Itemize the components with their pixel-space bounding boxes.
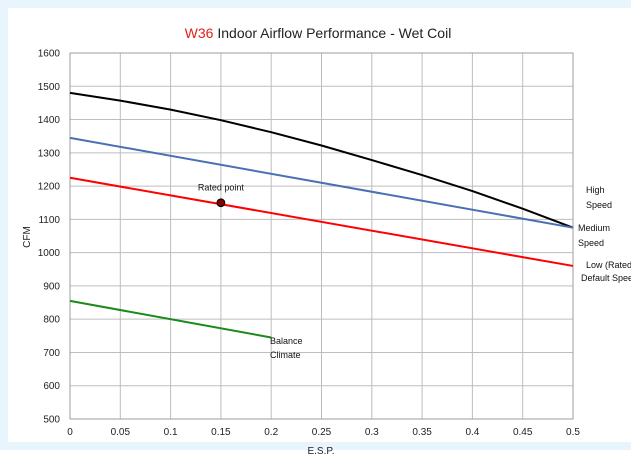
- chart-title-model: W36: [185, 25, 214, 41]
- x-tick-label: 0.2: [264, 427, 278, 438]
- x-tick-label: 0.5: [566, 427, 580, 438]
- y-tick-label: 1400: [38, 115, 61, 126]
- series-labels: High Speed Medium Speed Low (Rated) Default S…: [270, 185, 631, 360]
- series-label: Balance: [270, 336, 303, 346]
- series-line-high-speed: [69, 91, 574, 229]
- x-tick-label: 0.4: [465, 427, 479, 438]
- x-tick-labels: 0 0.05 0.1 0.15 0.2 0.25 0.3 0.35 0.4 0.45 0.5: [67, 427, 580, 438]
- y-axis-title: CFM: [22, 226, 33, 248]
- y-tick-label: 900: [43, 281, 60, 292]
- y-tick-label: 1300: [38, 148, 61, 159]
- series-label: Speed: [586, 200, 612, 210]
- series-label: Low (Rated): [586, 260, 631, 270]
- series-label: Climate: [270, 350, 301, 360]
- plot-area-border: [69, 52, 574, 420]
- series-line-low-rated-default-speed: [69, 176, 574, 267]
- series-line-medium-speed: [69, 136, 574, 229]
- series-label: Default Speed: [581, 273, 631, 283]
- annotations: Rated point: [198, 183, 245, 208]
- x-tick-label: 0.45: [513, 427, 533, 438]
- y-tick-label: 1500: [38, 82, 61, 93]
- grid: [69, 52, 574, 420]
- x-tick-label: 0.3: [365, 427, 379, 438]
- rated-point-marker: [216, 198, 226, 208]
- x-axis-title: E.S.P.: [307, 446, 334, 457]
- series-label: Speed: [578, 238, 604, 248]
- y-tick-label: 600: [43, 381, 60, 392]
- x-tick-label: 0.1: [164, 427, 178, 438]
- y-tick-label: 500: [43, 415, 60, 426]
- x-tick-label: 0.05: [111, 427, 131, 438]
- x-tick-label: 0: [67, 427, 73, 438]
- x-tick-label: 0.35: [412, 427, 432, 438]
- x-tick-label: 0.25: [312, 427, 332, 438]
- y-tick-label: 1100: [38, 215, 60, 226]
- chart-title-text: Indoor Airflow Performance - Wet Coil: [213, 25, 451, 41]
- series-label: High: [586, 185, 605, 195]
- y-tick-label: 700: [43, 348, 60, 359]
- y-tick-labels: 500 600 700 800 900 1000 1100 1200 1300 1400 1500 1…: [38, 49, 61, 426]
- chart-title: W36 Indoor Airflow Performance - Wet Coi…: [185, 25, 452, 41]
- y-tick-label: 1200: [38, 182, 61, 193]
- y-tick-label: 800: [43, 315, 60, 326]
- series-lines: [69, 91, 574, 339]
- rated-point-label: Rated point: [198, 183, 245, 193]
- x-tick-label: 0.15: [211, 427, 231, 438]
- series-label: Medium: [578, 223, 610, 233]
- y-tick-label: 1000: [38, 248, 61, 259]
- series-line-balance-climate: [69, 299, 272, 339]
- airflow-chart: W36 Indoor Airflow Performance - Wet Coi…: [22, 25, 631, 457]
- y-tick-label: 1600: [38, 49, 61, 60]
